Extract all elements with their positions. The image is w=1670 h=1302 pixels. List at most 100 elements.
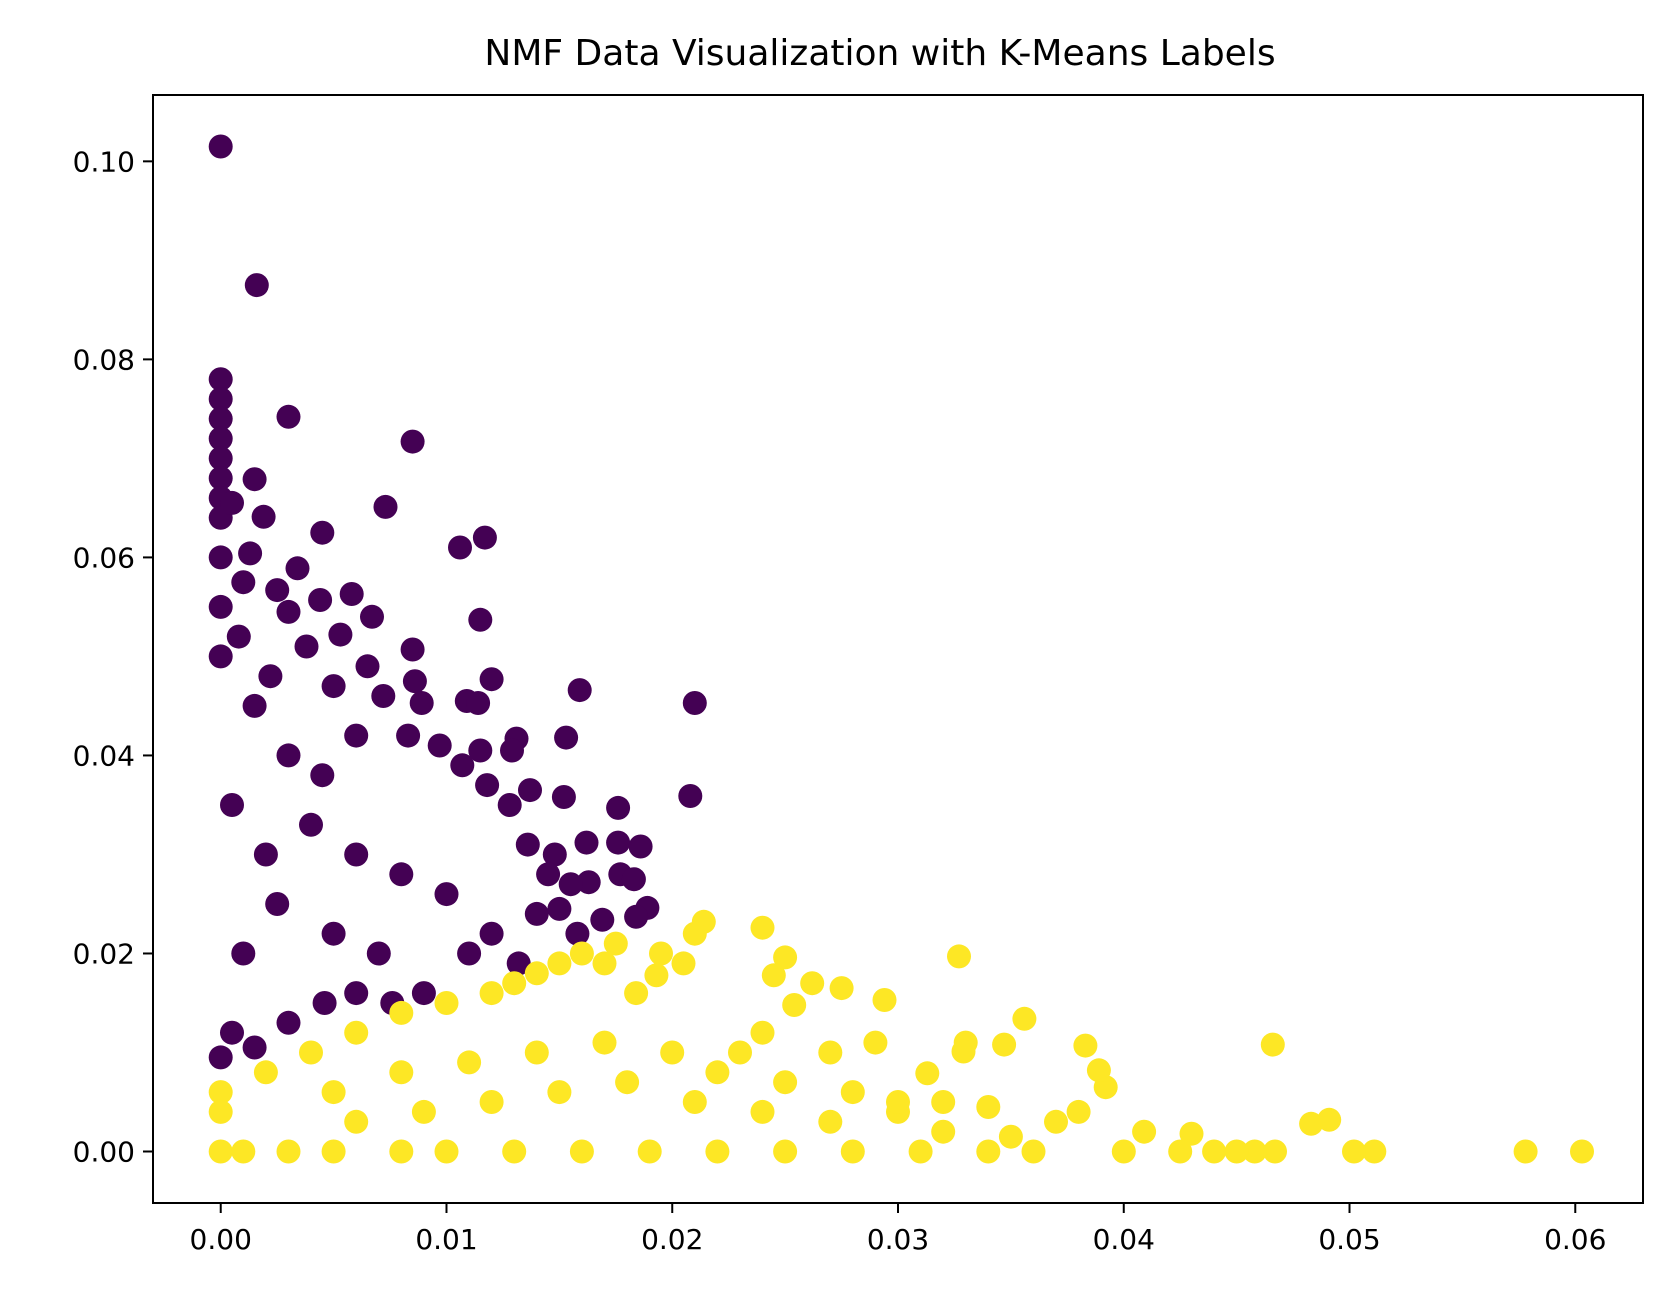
x-tick-label: 0.01 bbox=[415, 1223, 477, 1256]
data-point-cluster-1 bbox=[1111, 1139, 1136, 1164]
data-point-cluster-0 bbox=[360, 604, 384, 629]
data-point-cluster-0 bbox=[536, 862, 561, 887]
data-point-cluster-1 bbox=[840, 1080, 865, 1105]
data-point-cluster-0 bbox=[366, 941, 391, 966]
data-point-cluster-1 bbox=[637, 1139, 662, 1164]
data-point-cluster-1 bbox=[1066, 1099, 1091, 1124]
data-point-cluster-1 bbox=[682, 1090, 707, 1114]
data-point-cluster-0 bbox=[448, 535, 472, 560]
data-point-cluster-1 bbox=[761, 963, 786, 988]
data-point-cluster-1 bbox=[1086, 1058, 1111, 1083]
data-point-cluster-0 bbox=[624, 904, 649, 929]
data-point-cluster-1 bbox=[705, 1139, 730, 1164]
x-tick-label: 0.02 bbox=[641, 1223, 703, 1256]
data-point-cluster-1 bbox=[502, 971, 527, 996]
data-point-cluster-0 bbox=[208, 466, 233, 491]
data-point-cluster-1 bbox=[800, 971, 825, 996]
data-point-cluster-1 bbox=[886, 1090, 910, 1114]
data-point-cluster-1 bbox=[603, 931, 628, 956]
data-point-cluster-1 bbox=[569, 1139, 594, 1164]
data-point-cluster-1 bbox=[1299, 1111, 1324, 1136]
data-point-cluster-0 bbox=[574, 830, 599, 855]
data-point-cluster-1 bbox=[524, 1040, 549, 1065]
data-point-cluster-0 bbox=[558, 872, 583, 897]
data-point-cluster-0 bbox=[242, 693, 267, 718]
data-point-cluster-0 bbox=[321, 921, 346, 946]
data-point-cluster-1 bbox=[773, 1070, 798, 1095]
x-axis: 0.00 0.01 0.02 0.03 0.04 0.05 0.06 bbox=[190, 1203, 1606, 1256]
data-point-cluster-1 bbox=[649, 941, 673, 966]
x-tick-label: 0.06 bbox=[1544, 1223, 1606, 1256]
data-point-cluster-1 bbox=[299, 1040, 323, 1065]
data-point-cluster-0 bbox=[208, 406, 233, 431]
data-point-cluster-1 bbox=[1168, 1139, 1193, 1164]
data-point-cluster-1 bbox=[750, 1020, 775, 1045]
data-point-cluster-0 bbox=[500, 738, 524, 763]
data-point-cluster-0 bbox=[344, 981, 369, 1006]
data-point-cluster-0 bbox=[518, 778, 542, 803]
data-point-cluster-0 bbox=[242, 1035, 267, 1060]
data-point-cluster-1 bbox=[321, 1139, 346, 1164]
data-point-cluster-0 bbox=[475, 773, 500, 798]
data-point-cluster-0 bbox=[312, 991, 337, 1015]
data-point-cluster-0 bbox=[344, 842, 369, 867]
data-point-cluster-1 bbox=[253, 1060, 278, 1085]
data-point-cluster-0 bbox=[253, 842, 278, 867]
data-point-cluster-0 bbox=[226, 624, 251, 649]
data-point-cluster-0 bbox=[276, 599, 301, 624]
data-point-cluster-0 bbox=[328, 622, 353, 647]
data-point-cluster-0 bbox=[479, 667, 504, 692]
data-point-cluster-1 bbox=[524, 961, 549, 986]
data-point-cluster-0 bbox=[265, 892, 290, 916]
data-point-cluster-1 bbox=[411, 1099, 436, 1124]
data-point-cluster-0 bbox=[208, 134, 233, 159]
data-point-cluster-0 bbox=[294, 634, 319, 659]
data-point-cluster-0 bbox=[409, 691, 434, 715]
data-point-cluster-1 bbox=[1317, 1107, 1342, 1132]
data-point-cluster-1 bbox=[321, 1080, 346, 1105]
data-point-cluster-0 bbox=[244, 273, 269, 298]
data-point-cluster-1 bbox=[1224, 1139, 1249, 1164]
y-tick-label: 0.00 bbox=[73, 1136, 135, 1169]
data-point-cluster-0 bbox=[321, 674, 346, 699]
data-point-cluster-0 bbox=[547, 896, 572, 921]
y-axis: 0.00 0.02 0.04 0.06 0.08 0.10 bbox=[73, 145, 153, 1169]
data-point-cluster-1 bbox=[728, 1040, 752, 1065]
data-point-cluster-1 bbox=[208, 1139, 233, 1164]
y-tick-label: 0.08 bbox=[73, 343, 135, 376]
data-point-cluster-1 bbox=[818, 1040, 843, 1065]
data-point-cluster-1 bbox=[592, 951, 617, 976]
data-point-cluster-0 bbox=[258, 664, 283, 689]
data-point-cluster-0 bbox=[479, 921, 504, 946]
data-point-cluster-1 bbox=[479, 981, 504, 1006]
data-point-cluster-1 bbox=[479, 1090, 504, 1114]
data-point-cluster-1 bbox=[344, 1109, 369, 1134]
data-point-cluster-0 bbox=[251, 504, 276, 529]
data-point-cluster-1 bbox=[592, 1030, 617, 1055]
data-point-cluster-0 bbox=[208, 367, 233, 392]
data-point-cluster-1 bbox=[1132, 1119, 1157, 1144]
chart-title: NMF Data Visualization with K-Means Labe… bbox=[484, 33, 1275, 74]
data-point-cluster-0 bbox=[276, 1010, 301, 1035]
data-point-cluster-1 bbox=[840, 1139, 865, 1164]
data-point-cluster-0 bbox=[567, 678, 592, 703]
data-point-cluster-0 bbox=[231, 941, 256, 966]
data-point-cluster-0 bbox=[466, 691, 491, 715]
data-point-cluster-1 bbox=[547, 951, 572, 976]
x-tick-label: 0.05 bbox=[1318, 1223, 1380, 1256]
data-point-cluster-0 bbox=[411, 981, 436, 1006]
data-point-cluster-0 bbox=[497, 793, 522, 817]
data-point-cluster-1 bbox=[1073, 1033, 1098, 1058]
data-point-cluster-1 bbox=[344, 1020, 369, 1045]
data-point-cluster-1 bbox=[276, 1139, 301, 1164]
data-point-cluster-1 bbox=[624, 981, 649, 1006]
data-point-cluster-1 bbox=[773, 945, 798, 970]
data-point-cluster-1 bbox=[389, 1060, 414, 1085]
data-point-cluster-1 bbox=[502, 1139, 527, 1164]
data-point-cluster-0 bbox=[427, 733, 452, 758]
data-point-cluster-1 bbox=[1012, 1006, 1037, 1031]
data-point-cluster-0 bbox=[310, 520, 335, 545]
data-point-cluster-1 bbox=[671, 951, 696, 976]
data-point-cluster-1 bbox=[951, 1039, 976, 1064]
data-point-cluster-0 bbox=[468, 607, 493, 632]
